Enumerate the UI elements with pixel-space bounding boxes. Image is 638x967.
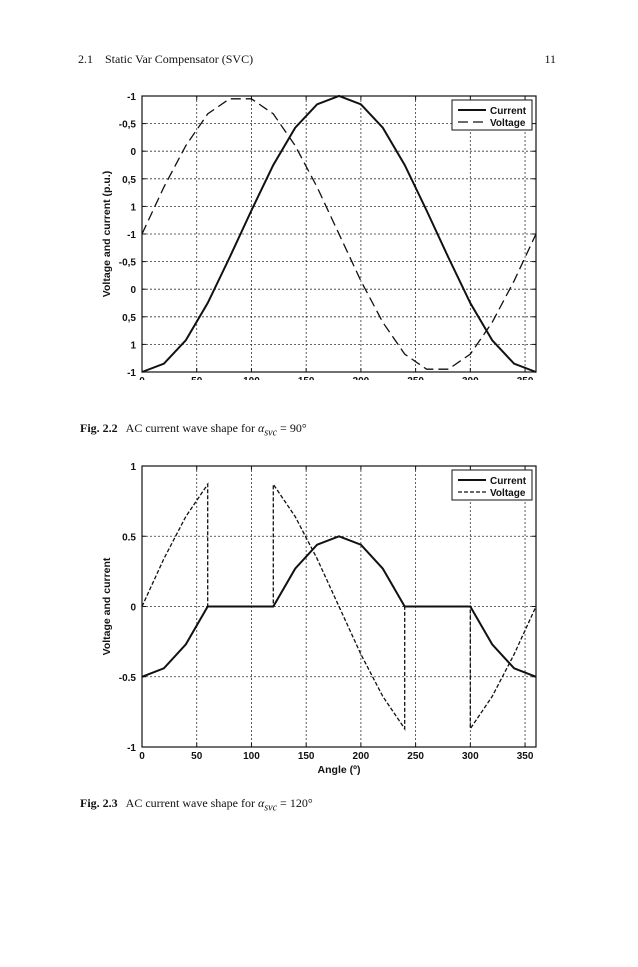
x-tick-label: 150 xyxy=(298,751,315,762)
figure-2-3-label: Fig. 2.3 xyxy=(80,796,118,810)
x-tick-label: 150 xyxy=(298,376,315,380)
y-tick-label: -1 xyxy=(127,743,136,754)
x-tick-label: 350 xyxy=(517,751,534,762)
figure-2-2-caption: Fig. 2.2 AC current wave shape for αsvc =… xyxy=(80,421,307,438)
figure-2-3-chart: 0 50 100 150 200 250 300 350 -1 -0.5 0 0.5 1 Angle (º… xyxy=(101,462,537,776)
figure-2-3-caption: Fig. 2.3 AC current wave shape for αsvc =… xyxy=(80,796,313,813)
legend-box xyxy=(451,469,533,501)
section-title: Static Var Compensator (SVC) xyxy=(105,52,254,66)
x-tick-label: 200 xyxy=(353,751,370,762)
x-tick-label: 50 xyxy=(191,376,203,380)
x-tick-label: 0 xyxy=(139,376,145,380)
y-tick-label: 0 xyxy=(130,147,136,158)
series-line-voltage xyxy=(141,482,537,731)
caption-subscript: svc xyxy=(264,427,278,439)
caption-symbol: α xyxy=(257,796,265,810)
figure-2-2-label: Fig. 2.2 xyxy=(80,421,118,435)
x-tick-label: 100 xyxy=(243,376,260,380)
y-tick-label: -1 xyxy=(127,368,136,379)
x-tick-label: 300 xyxy=(462,376,479,380)
y-tick-label: 0.5 xyxy=(122,532,136,543)
y-tick-label: -1 xyxy=(127,92,136,103)
caption-value: = 120° xyxy=(277,796,313,810)
caption-subscript: svc xyxy=(264,802,278,814)
y-tick-label: 1 xyxy=(130,202,136,213)
y-tick-label: 0 xyxy=(130,603,136,614)
series-line-voltage xyxy=(141,98,537,370)
y-tick-label: 1 xyxy=(130,462,136,473)
caption-text: AC current wave shape for xyxy=(125,796,255,810)
legend-label-current: Current xyxy=(490,476,527,487)
x-tick-label: 50 xyxy=(191,751,203,762)
x-tick-label: 350 xyxy=(517,376,534,380)
x-axis-label: Angle (º) xyxy=(318,764,361,776)
x-tick-label: 250 xyxy=(407,376,424,380)
y-tick-label: 0,5 xyxy=(122,313,136,324)
caption-symbol: α xyxy=(257,421,265,435)
y-tick-label: -0,5 xyxy=(119,120,137,131)
x-tick-label: 200 xyxy=(353,376,370,380)
y-axis-label: Voltage and current (p.u.) xyxy=(101,171,113,297)
y-tick-label: -0.5 xyxy=(119,673,137,684)
legend-label-voltage: Voltage xyxy=(490,488,526,499)
section-number: 2.1 xyxy=(78,52,93,66)
figure-2-2-chart: 050100150200250300350-110,50-0,5-110,50-… xyxy=(101,92,537,380)
y-tick-label: -1 xyxy=(127,230,136,241)
caption-value: = 90° xyxy=(277,421,307,435)
series-line-current xyxy=(141,535,537,678)
caption-text: AC current wave shape for xyxy=(125,421,255,435)
y-tick-label: 0,5 xyxy=(122,175,136,186)
x-tick-label: 100 xyxy=(243,751,260,762)
series-line-current xyxy=(141,94,537,373)
page-number: 11 xyxy=(544,52,556,66)
y-axis-label: Voltage and current xyxy=(101,557,113,655)
x-tick-label: 0 xyxy=(139,751,145,762)
x-tick-label: 250 xyxy=(407,751,424,762)
y-tick-label: 0 xyxy=(130,285,136,296)
legend-box xyxy=(451,99,533,131)
y-tick-label: 1 xyxy=(130,340,136,351)
legend-label-voltage: Voltage xyxy=(490,118,526,129)
y-tick-label: -0,5 xyxy=(119,258,137,269)
running-header: 2.1 Static Var Compensator (SVC) xyxy=(78,52,253,67)
x-tick-label: 300 xyxy=(462,751,479,762)
legend-label-current: Current xyxy=(490,106,527,117)
